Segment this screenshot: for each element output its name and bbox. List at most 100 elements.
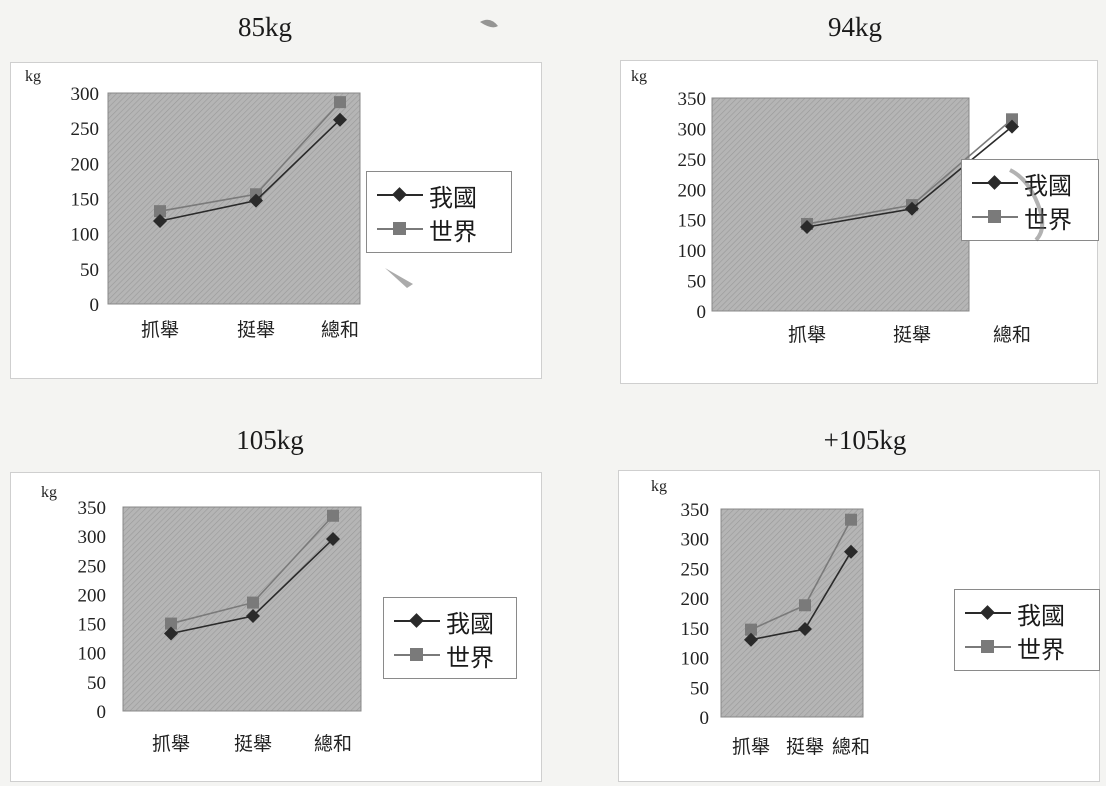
data-point-square (154, 205, 166, 218)
y-tick-label: 0 (697, 302, 707, 323)
y-tick-label: 150 (71, 190, 100, 211)
legend-label: 我國 (1017, 601, 1065, 630)
data-point-diamond (246, 608, 260, 623)
plot-area (720, 508, 864, 718)
x-tick-label: 抓舉 (141, 319, 179, 341)
y-tick-label: 350 (678, 89, 707, 110)
chart-title: 105kg (236, 425, 304, 455)
y-tick-label: 50 (687, 272, 706, 293)
legend-item: 我國 (377, 178, 501, 212)
y-tick-label: 250 (681, 559, 710, 580)
legend-label: 我國 (429, 183, 477, 212)
x-tick-label: 抓舉 (788, 324, 826, 346)
y-tick-label: 0 (97, 702, 107, 723)
y-tick-label: 200 (681, 589, 710, 610)
y-tick-label: 100 (78, 644, 107, 665)
y-tick-label: 50 (690, 678, 709, 699)
legend-item: 我國 (972, 166, 1088, 200)
y-tick-label: 100 (678, 241, 707, 262)
legend-item: 世界 (965, 630, 1089, 664)
y-tick-label: 150 (78, 615, 107, 636)
line-chart: kg 0 50 100 150 200 250 300 350 抓舉 挺舉 總和 (41, 484, 362, 755)
chart-legend: 我國 世界 (961, 159, 1099, 241)
data-point-square (327, 509, 339, 522)
chart-legend: 我國 世界 (954, 589, 1100, 671)
x-tick-label: 挺舉 (234, 733, 272, 755)
data-point-square (247, 596, 259, 609)
y-tick-label: 350 (78, 498, 107, 519)
legend-item: 我國 (394, 604, 506, 638)
y-tick-label: 150 (678, 211, 707, 232)
legend-item: 世界 (377, 212, 501, 246)
y-tick-label: 300 (678, 119, 707, 140)
x-tick-label: 總和 (832, 736, 870, 758)
y-tick-label: 300 (681, 530, 710, 551)
chart-title: 94kg (828, 12, 882, 42)
chart-panel: kg 0 50 100 150 200 250 300 抓舉 挺舉 總和 我國 世界 (10, 62, 542, 379)
legend-marker-square (394, 647, 440, 663)
legend-marker-square (972, 209, 1018, 225)
data-point-diamond (1005, 119, 1019, 134)
legend-marker-diamond (377, 187, 423, 203)
x-tick-label: 總和 (314, 733, 352, 755)
y-tick-label: 50 (87, 673, 106, 694)
y-tick-label: 50 (80, 260, 99, 281)
legend-label: 世界 (429, 217, 477, 246)
data-point-diamond (333, 112, 347, 127)
chart-panel: kg 0 50 100 150 200 250 300 350 抓舉 挺舉 總和 我國 世界 (618, 470, 1100, 782)
data-point-diamond (153, 214, 167, 229)
legend-item: 世界 (394, 638, 506, 672)
x-tick-label: 總和 (321, 319, 359, 341)
x-tick-label: 挺舉 (893, 324, 931, 346)
x-tick-label: 總和 (993, 324, 1031, 346)
y-axis-label: kg (41, 484, 57, 501)
data-point-diamond (844, 544, 858, 559)
data-point-square (334, 96, 346, 109)
line-chart: kg 0 50 100 150 200 250 300 抓舉 挺舉 總和 (25, 68, 361, 341)
data-point-square (799, 599, 811, 612)
legend-label: 我國 (1024, 171, 1072, 200)
legend-label: 世界 (446, 643, 494, 672)
legend-marker-diamond (394, 613, 440, 629)
chart-panel: kg 0 50 100 150 200 250 300 350 抓舉 挺舉 總和 我國 世界 (620, 60, 1099, 384)
y-tick-label: 0 (90, 295, 100, 316)
data-point-diamond (326, 532, 340, 547)
plot-area (711, 97, 970, 312)
data-point-diamond (744, 632, 758, 647)
y-tick-label: 250 (678, 150, 707, 171)
y-tick-label: 300 (78, 527, 107, 548)
data-point-square (165, 617, 177, 630)
data-point-square (1006, 113, 1018, 126)
legend-item: 我國 (965, 596, 1089, 630)
chart-legend: 我國 世界 (366, 171, 512, 253)
legend-marker-diamond (965, 605, 1011, 621)
chart-title: 85kg (238, 12, 292, 42)
line-chart: kg 0 50 100 150 200 250 300 350 抓舉 挺舉 總和 (631, 68, 1031, 346)
y-tick-label: 250 (78, 556, 107, 577)
data-point-square (745, 623, 757, 636)
chart-legend: 我國 世界 (383, 597, 517, 679)
y-tick-label: 0 (700, 708, 710, 729)
data-point-diamond (905, 201, 919, 216)
x-tick-label: 抓舉 (152, 733, 190, 755)
legend-marker-diamond (972, 175, 1018, 191)
y-axis-label: kg (25, 68, 41, 85)
y-tick-label: 300 (71, 84, 100, 105)
y-tick-label: 200 (71, 154, 100, 175)
data-point-square (845, 513, 857, 526)
y-tick-label: 200 (78, 585, 107, 606)
y-tick-label: 100 (681, 649, 710, 670)
x-tick-label: 挺舉 (237, 319, 275, 341)
chart-title: +105kg (823, 425, 907, 455)
y-tick-label: 200 (678, 180, 707, 201)
y-tick-label: 100 (71, 225, 100, 246)
y-tick-label: 150 (681, 619, 710, 640)
x-tick-label: 抓舉 (732, 736, 770, 758)
data-point-diamond (798, 622, 812, 637)
legend-marker-square (965, 639, 1011, 655)
chart-panel: kg 0 50 100 150 200 250 300 350 抓舉 挺舉 總和 我國 世界 (10, 472, 542, 782)
legend-marker-square (377, 221, 423, 237)
y-axis-label: kg (631, 68, 647, 85)
legend-item: 世界 (972, 200, 1088, 234)
